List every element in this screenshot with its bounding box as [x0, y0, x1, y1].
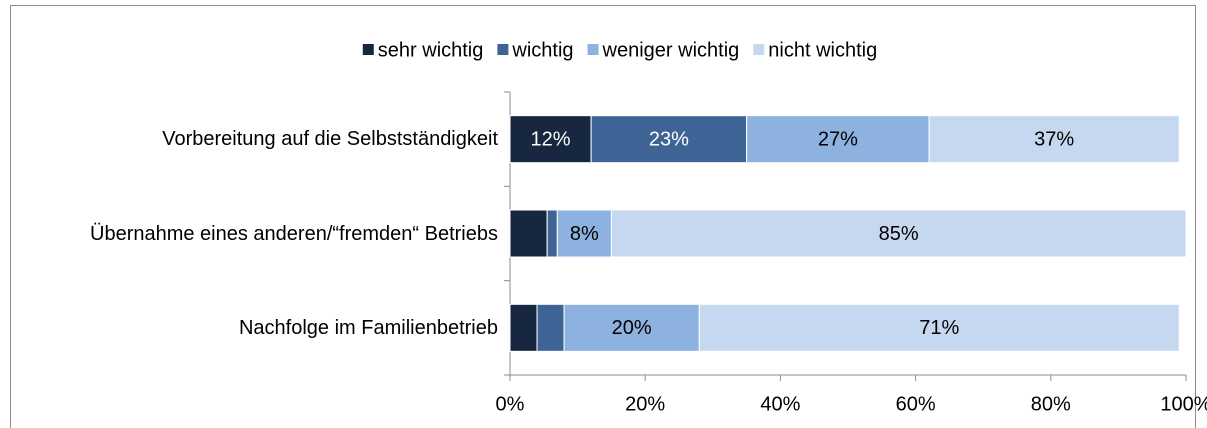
data-label: 23% [649, 128, 689, 150]
legend-swatch [587, 44, 599, 55]
category-text: Vorbereitung auf die Selbstständigkeit [162, 128, 498, 151]
data-label: 20% [612, 317, 652, 339]
bar-segment [563, 303, 700, 352]
bar-segment [536, 303, 565, 352]
bar-segment [556, 209, 612, 258]
bar-segment [509, 115, 592, 164]
legend-label: weniger wichtig [602, 39, 740, 61]
category-label: Übernahme eines anderen/“fremden“ Betrie… [20, 204, 498, 264]
x-tick-label: 60% [896, 393, 936, 415]
data-label: 27% [818, 128, 858, 150]
x-tick-label: 40% [760, 393, 800, 415]
legend-swatch [753, 44, 765, 55]
data-label: 71% [919, 317, 959, 339]
legend-label: wichtig [511, 39, 573, 61]
category-label: Nachfolge im Familienbetrieb [20, 298, 498, 358]
bar-segment [928, 115, 1180, 164]
legend-swatch [497, 44, 509, 55]
category-text: Nachfolge im Familienbetrieb [238, 316, 498, 339]
legend-label: nicht wichtig [768, 39, 877, 61]
data-label: 8% [570, 223, 599, 245]
bar-segment [509, 303, 538, 352]
bar-segment [546, 209, 558, 258]
bar-segment [698, 303, 1180, 352]
x-tick-label: 100% [1160, 393, 1207, 415]
data-label: 37% [1034, 128, 1074, 150]
x-tick-label: 0% [496, 393, 525, 415]
x-tick-label: 20% [625, 393, 665, 415]
category-label: Vorbereitung auf die Selbstständigkeit [20, 109, 498, 169]
legend-label: sehr wichtig [378, 39, 484, 61]
data-label: 85% [879, 223, 919, 245]
chart-frame [10, 5, 1196, 428]
bar-segment [509, 209, 548, 258]
bar-segment [590, 115, 748, 164]
data-label: 12% [531, 128, 571, 150]
bar-segment [746, 115, 930, 164]
legend-swatch [362, 44, 374, 55]
x-tick-label: 80% [1031, 393, 1071, 415]
bar-segment [610, 209, 1187, 258]
category-text: Übernahme eines anderen/“fremden“ Betrie… [90, 222, 498, 245]
